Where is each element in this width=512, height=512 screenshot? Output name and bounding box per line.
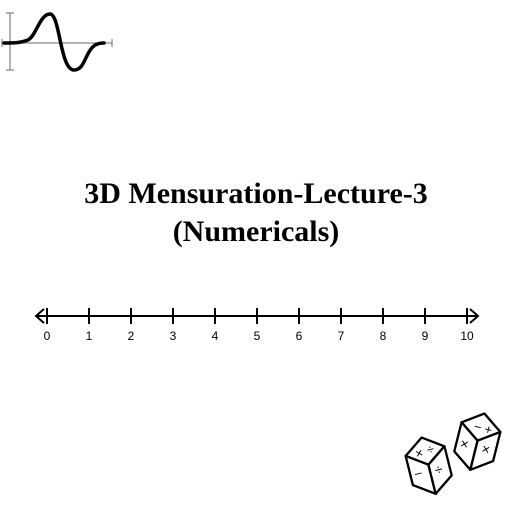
tick-label-4: 4 (212, 329, 219, 343)
lecture-title: 3D Mensuration-Lecture-3 (Numericals) (0, 175, 512, 250)
tick-label-3: 3 (170, 329, 177, 343)
tick-label-9: 9 (422, 329, 429, 343)
tick-label-1: 1 (86, 329, 93, 343)
tick-label-5: 5 (254, 329, 261, 343)
tick-label-6: 6 (296, 329, 303, 343)
wave-graph-icon (0, 8, 115, 83)
tick-label-0: 0 (44, 329, 51, 343)
tick-label-2: 2 (128, 329, 135, 343)
tick-label-8: 8 (380, 329, 387, 343)
math-dice-icon: − + × × × ÷ − ÷ (394, 399, 506, 504)
title-line-2: (Numericals) (0, 213, 512, 251)
tick-label-10: 10 (460, 329, 474, 343)
tick-label-7: 7 (338, 329, 345, 343)
number-line: 0 1 2 3 4 5 6 7 8 9 10 (30, 300, 484, 355)
title-line-1: 3D Mensuration-Lecture-3 (0, 175, 512, 213)
